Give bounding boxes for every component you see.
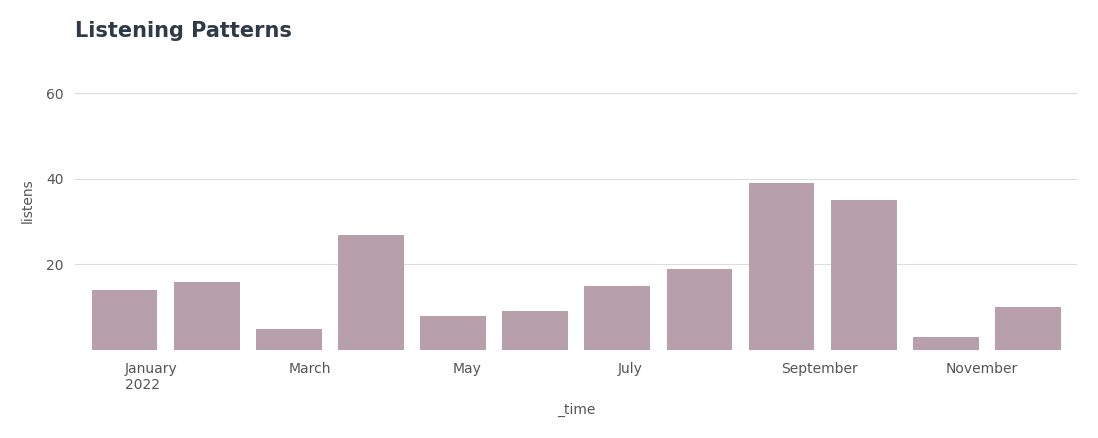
Bar [338, 234, 404, 350]
Bar [256, 328, 322, 350]
Bar [831, 200, 896, 350]
Bar [584, 286, 650, 350]
X-axis label: _time: _time [557, 403, 595, 417]
Text: Listening Patterns: Listening Patterns [76, 21, 292, 41]
Bar [421, 316, 486, 350]
Bar [503, 311, 568, 350]
Bar [173, 282, 239, 350]
Bar [995, 307, 1061, 350]
Bar [92, 290, 157, 350]
Bar [666, 268, 732, 350]
Bar [749, 183, 815, 350]
Y-axis label: listens: listens [21, 178, 35, 223]
Bar [912, 337, 978, 350]
